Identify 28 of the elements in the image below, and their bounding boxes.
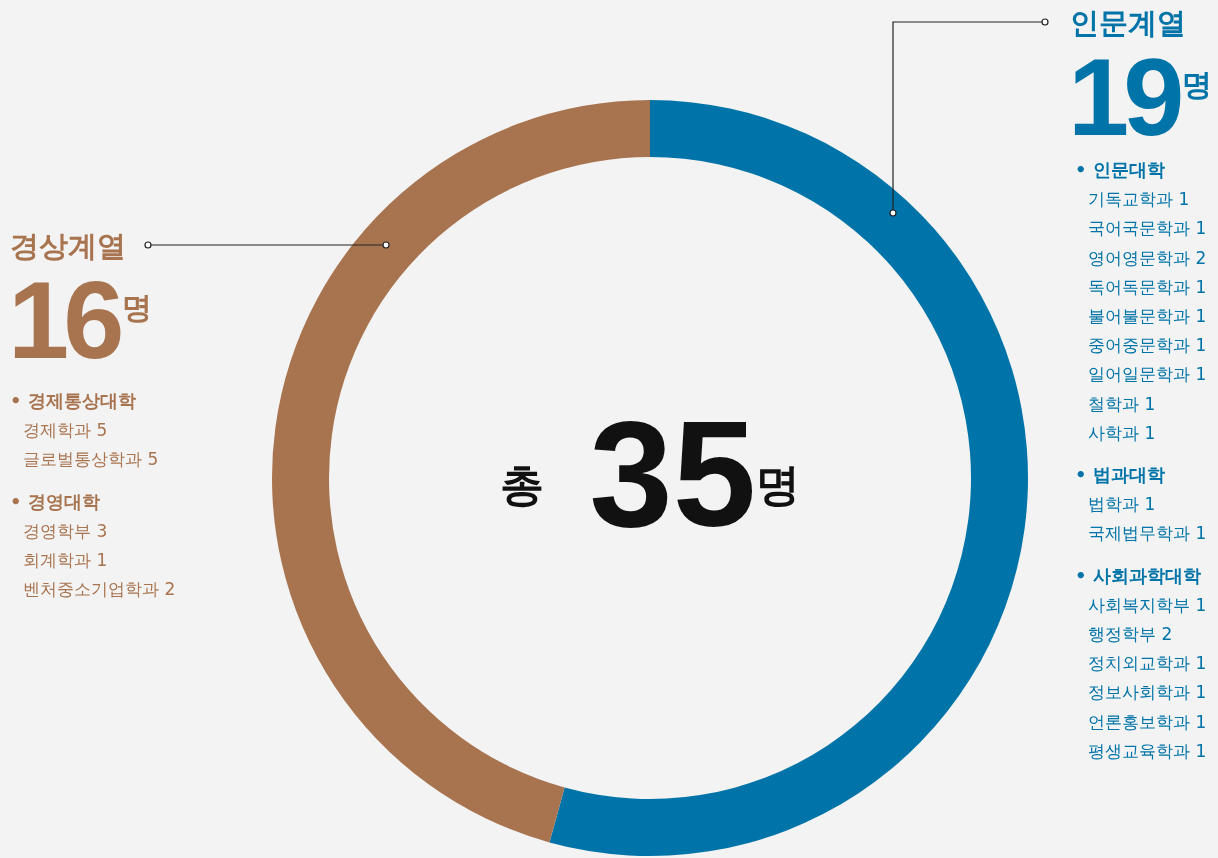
text: 사학과 1 — [1088, 422, 1156, 443]
text: 글로벌통상학과 5 — [23, 449, 159, 470]
text: 일어일문학과 1 — [1088, 364, 1207, 385]
text: 벤처중소기업학과 2 — [23, 579, 176, 600]
text: 기독교학과 1 — [1088, 189, 1190, 210]
text: 불어불문학과 1 — [1088, 306, 1207, 326]
text: • 경제통상대학 — [10, 390, 136, 411]
text: 법학과 1 — [1088, 494, 1156, 515]
text: 국어국문학과 1 — [1088, 218, 1207, 239]
text: 철학과 1 — [1088, 393, 1156, 414]
text: 중어중문학과 1 — [1088, 335, 1207, 356]
text: 국제법무학과 1 — [1088, 523, 1207, 544]
text: 평생교육학과 1 — [1088, 740, 1207, 761]
text: 회계학과 1 — [23, 550, 108, 570]
text: • 인문대학 — [1075, 159, 1165, 180]
text: 정치외교학과 1 — [1088, 653, 1207, 674]
text: • 경영대학 — [10, 490, 100, 512]
text: 행정학부 2 — [1088, 624, 1173, 644]
text: 경영학부 3 — [23, 520, 108, 541]
text: 사회복지학부 1 — [1088, 594, 1207, 615]
text: • 법과대학 — [1075, 464, 1165, 485]
text: 경제학과 5 — [23, 420, 108, 441]
donut-slice — [549, 100, 1028, 856]
text: • 사회과학대학 — [1075, 564, 1201, 586]
text: 독어독문학과 1 — [1088, 276, 1207, 297]
text: 언론홍보학과 1 — [1088, 711, 1207, 732]
text: 영어영문학과 2 — [1088, 247, 1207, 268]
text: 정보사회학과 1 — [1088, 682, 1207, 703]
